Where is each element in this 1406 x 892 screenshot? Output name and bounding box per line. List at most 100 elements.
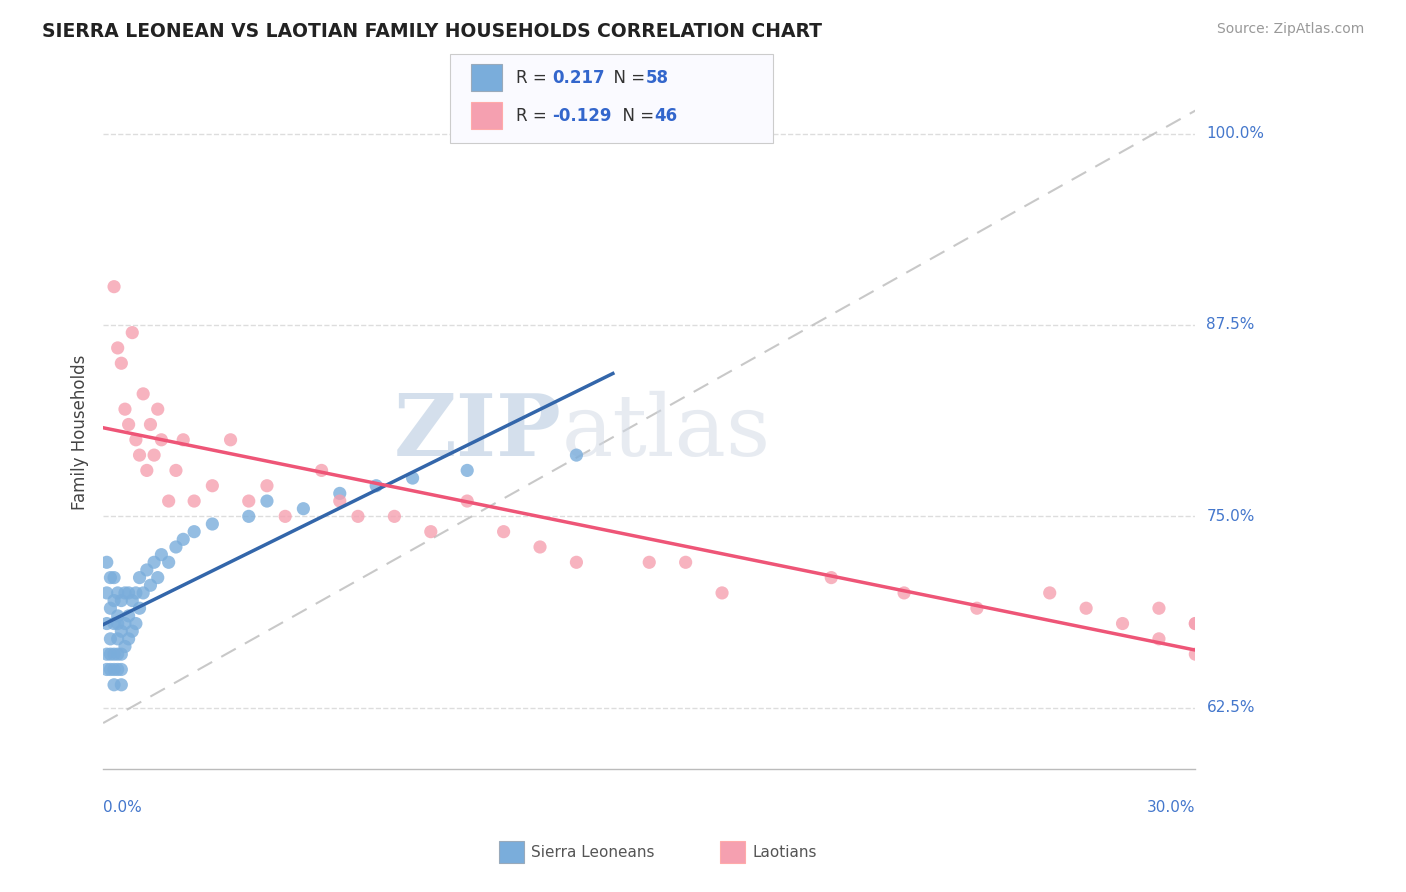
Point bbox=[132, 586, 155, 600]
Point bbox=[401, 471, 423, 485]
Point bbox=[107, 586, 129, 600]
Point bbox=[132, 387, 155, 401]
Text: 46: 46 bbox=[654, 106, 676, 125]
Y-axis label: Family Households: Family Households bbox=[72, 354, 89, 510]
Point bbox=[114, 586, 136, 600]
Point bbox=[107, 341, 129, 355]
Point bbox=[1039, 586, 1062, 600]
Point bbox=[121, 593, 143, 607]
Point bbox=[100, 663, 122, 677]
Point bbox=[146, 571, 169, 585]
Point bbox=[165, 463, 187, 477]
Point bbox=[1074, 601, 1097, 615]
Point bbox=[638, 555, 661, 569]
Point bbox=[107, 616, 129, 631]
Point bbox=[107, 647, 129, 661]
Point bbox=[157, 555, 180, 569]
Point bbox=[117, 632, 139, 646]
Text: 75.0%: 75.0% bbox=[1206, 508, 1254, 524]
Text: Sierra Leoneans: Sierra Leoneans bbox=[531, 846, 655, 860]
Point bbox=[107, 608, 129, 623]
Point bbox=[135, 463, 157, 477]
Point bbox=[256, 494, 278, 508]
Point bbox=[128, 601, 150, 615]
Point bbox=[103, 571, 125, 585]
Point bbox=[100, 571, 122, 585]
Point bbox=[96, 586, 118, 600]
Point bbox=[121, 624, 143, 639]
Point bbox=[110, 647, 132, 661]
Point bbox=[150, 433, 173, 447]
Point bbox=[110, 624, 132, 639]
Point bbox=[107, 632, 129, 646]
Point bbox=[366, 479, 388, 493]
Point bbox=[110, 663, 132, 677]
Point bbox=[201, 479, 224, 493]
Point bbox=[1184, 616, 1206, 631]
Point bbox=[183, 524, 205, 539]
Point bbox=[143, 555, 166, 569]
Text: 30.0%: 30.0% bbox=[1147, 799, 1195, 814]
Point bbox=[143, 448, 166, 462]
Point bbox=[1147, 601, 1170, 615]
Point bbox=[492, 524, 515, 539]
Point bbox=[172, 533, 194, 547]
Point bbox=[103, 279, 125, 293]
Point bbox=[139, 578, 162, 592]
Point bbox=[96, 647, 118, 661]
Point bbox=[675, 555, 697, 569]
Point bbox=[117, 586, 139, 600]
Point bbox=[114, 616, 136, 631]
Point bbox=[1147, 632, 1170, 646]
Point bbox=[125, 586, 148, 600]
Text: atlas: atlas bbox=[562, 391, 770, 474]
Point bbox=[135, 563, 157, 577]
Point bbox=[139, 417, 162, 432]
Point bbox=[966, 601, 988, 615]
Point bbox=[201, 516, 224, 531]
Text: 100.0%: 100.0% bbox=[1206, 126, 1264, 141]
Point bbox=[419, 524, 441, 539]
Point bbox=[117, 417, 139, 432]
Point bbox=[150, 548, 173, 562]
Text: 58: 58 bbox=[645, 69, 668, 87]
Text: Laotians: Laotians bbox=[752, 846, 817, 860]
Point bbox=[274, 509, 297, 524]
Point bbox=[146, 402, 169, 417]
Point bbox=[110, 593, 132, 607]
Text: R =: R = bbox=[516, 106, 553, 125]
Point bbox=[110, 678, 132, 692]
Point bbox=[893, 586, 915, 600]
Text: N =: N = bbox=[612, 106, 659, 125]
Point bbox=[110, 356, 132, 370]
Point bbox=[157, 494, 180, 508]
Text: SIERRA LEONEAN VS LAOTIAN FAMILY HOUSEHOLDS CORRELATION CHART: SIERRA LEONEAN VS LAOTIAN FAMILY HOUSEHO… bbox=[42, 22, 823, 41]
Point bbox=[114, 640, 136, 654]
Point bbox=[100, 632, 122, 646]
Point bbox=[103, 663, 125, 677]
Text: R =: R = bbox=[516, 69, 553, 87]
Point bbox=[125, 433, 148, 447]
Point bbox=[219, 433, 242, 447]
Point bbox=[820, 571, 842, 585]
Point bbox=[114, 402, 136, 417]
Point bbox=[96, 663, 118, 677]
Point bbox=[1184, 616, 1206, 631]
Point bbox=[121, 326, 143, 340]
Point bbox=[565, 555, 588, 569]
Point bbox=[183, 494, 205, 508]
Point bbox=[456, 494, 478, 508]
Point bbox=[711, 586, 734, 600]
Point bbox=[384, 509, 406, 524]
Point bbox=[103, 647, 125, 661]
Point bbox=[103, 616, 125, 631]
Point bbox=[565, 448, 588, 462]
Point bbox=[128, 571, 150, 585]
Point bbox=[1184, 647, 1206, 661]
Text: -0.129: -0.129 bbox=[553, 106, 612, 125]
Point bbox=[238, 494, 260, 508]
Point bbox=[311, 463, 333, 477]
Point bbox=[128, 448, 150, 462]
Point bbox=[238, 509, 260, 524]
Text: N =: N = bbox=[603, 69, 651, 87]
